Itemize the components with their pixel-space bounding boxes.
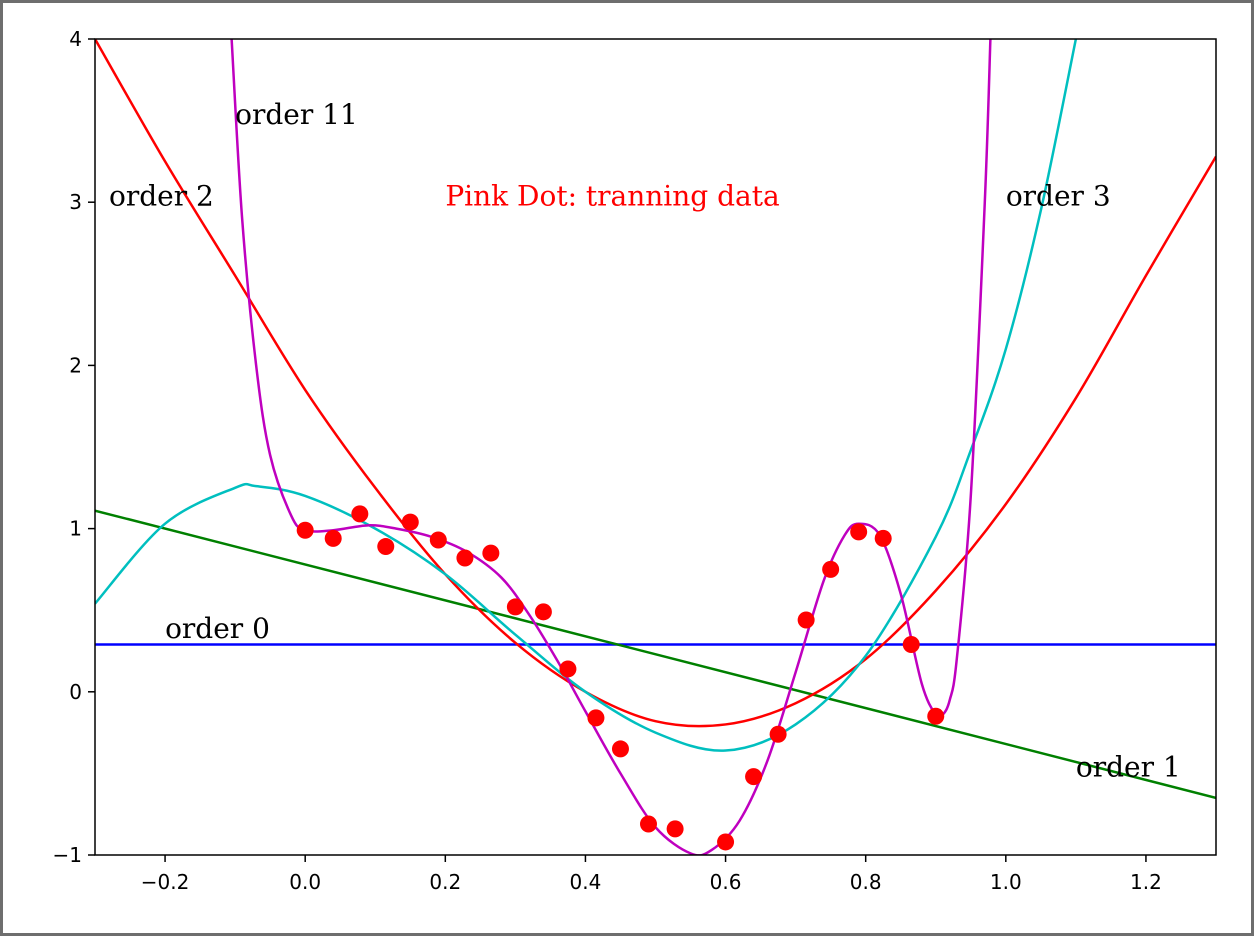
data-point xyxy=(822,560,840,578)
plot-area xyxy=(95,39,1216,855)
data-point xyxy=(611,740,629,758)
data-point xyxy=(797,611,815,629)
x-tick-label: 0.8 xyxy=(850,870,882,894)
annotation-label: order 0 xyxy=(165,612,270,645)
series-line-2 xyxy=(95,39,1216,728)
data-point xyxy=(927,707,945,725)
data-point xyxy=(401,513,419,531)
annotation-label: order 2 xyxy=(109,179,214,212)
series-layer xyxy=(95,39,1216,855)
data-point xyxy=(482,544,500,562)
data-point xyxy=(902,635,920,653)
y-tick-label: 1 xyxy=(69,517,82,541)
x-tick-label: 0.0 xyxy=(289,870,321,894)
x-tick-label: −0.2 xyxy=(141,870,190,894)
data-point xyxy=(377,538,395,556)
data-point xyxy=(639,815,657,833)
data-point xyxy=(666,820,684,838)
data-point xyxy=(874,529,892,547)
data-point xyxy=(769,725,787,743)
data-point xyxy=(559,660,577,678)
x-tick-label: 1.2 xyxy=(1130,870,1162,894)
x-tick-label: 1.0 xyxy=(990,870,1022,894)
data-point xyxy=(745,768,763,786)
annotation-label: order 1 xyxy=(1076,751,1181,784)
x-tick-label: 0.2 xyxy=(429,870,461,894)
chart: −0.2 0.0 0.2 0.4 0.6 0.8 1.0 1.2 −1 0 1 2 3 4 order … xyxy=(53,27,1217,894)
data-point xyxy=(429,531,447,549)
annotation-label: order 11 xyxy=(235,98,358,131)
y-tick-label: 3 xyxy=(69,190,82,214)
x-tick-label: 0.4 xyxy=(570,870,602,894)
data-point xyxy=(506,598,524,616)
series-line-3 xyxy=(95,39,1078,752)
y-tick-label: 4 xyxy=(69,27,82,51)
data-point xyxy=(296,521,314,539)
series-line-1 xyxy=(95,509,1216,800)
data-point xyxy=(850,523,868,541)
plot-border xyxy=(94,38,1217,856)
x-tick-label: 0.6 xyxy=(710,870,742,894)
data-point xyxy=(534,603,552,621)
data-point xyxy=(324,529,342,547)
data-point xyxy=(351,505,369,523)
annotation-label: order 3 xyxy=(1006,179,1111,212)
y-tick-label: 0 xyxy=(69,680,82,704)
annotations: order 11 order 2 Pink Dot: tranning data or… xyxy=(109,98,1181,784)
annotation-label: Pink Dot: tranning data xyxy=(445,179,779,212)
data-point xyxy=(587,709,605,727)
x-axis: −0.2 0.0 0.2 0.4 0.6 0.8 1.0 1.2 xyxy=(141,855,1162,894)
y-tick-label: −1 xyxy=(53,843,82,867)
data-point xyxy=(717,833,735,851)
training-points xyxy=(296,505,945,851)
y-axis: −1 0 1 2 3 4 xyxy=(53,27,95,867)
y-tick-label: 2 xyxy=(69,353,82,377)
data-point xyxy=(456,549,474,567)
